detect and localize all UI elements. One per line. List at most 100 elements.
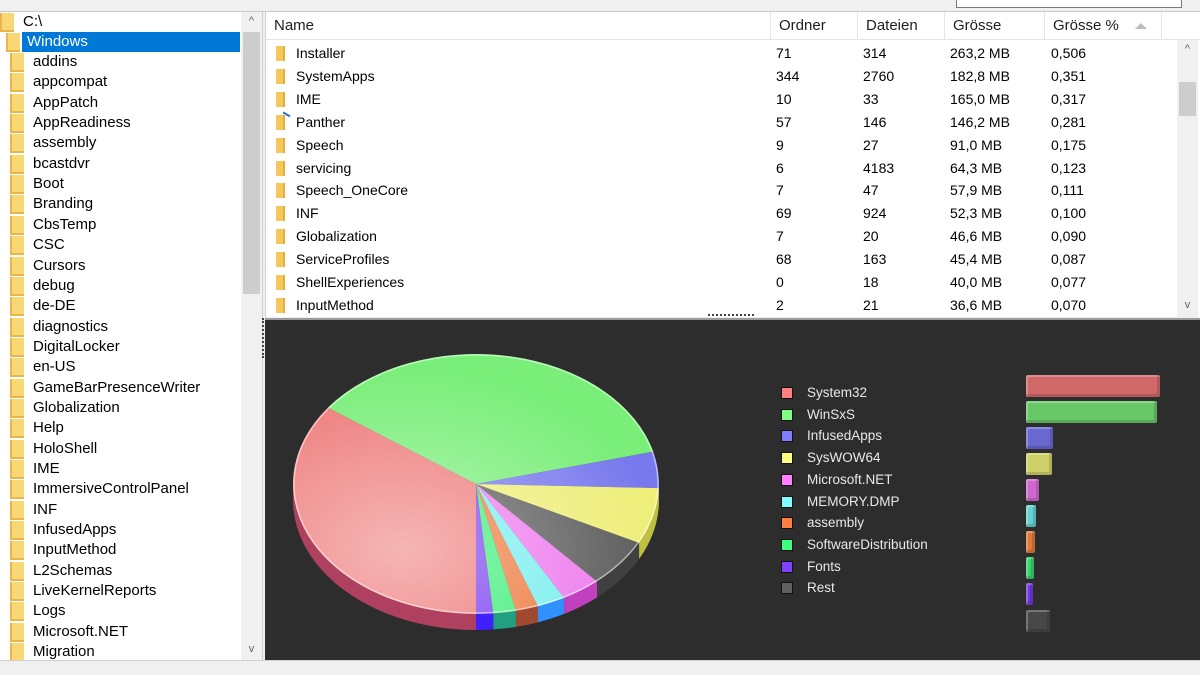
tree-item-label: Cursors: [33, 256, 86, 274]
tree-item-windows[interactable]: Windows: [0, 32, 240, 52]
folder-icon: [276, 229, 285, 245]
cell-dateien: 314: [863, 45, 887, 61]
column-groesse[interactable]: Grösse: [945, 12, 1045, 40]
scroll-thumb[interactable]: [243, 32, 260, 294]
folder-icon: [10, 53, 24, 72]
tree-item[interactable]: Cursors: [0, 256, 240, 276]
cell-groesse-pct: 0,111: [1051, 182, 1084, 199]
bar-rest: [1026, 610, 1050, 632]
tree-item[interactable]: InputMethod: [0, 540, 240, 561]
tree-item[interactable]: addins: [0, 52, 240, 72]
legend-label: System32: [807, 385, 868, 400]
tree-item[interactable]: appcompat: [0, 72, 240, 93]
folder-icon: [10, 480, 24, 500]
tree-item[interactable]: debug: [0, 276, 240, 296]
folder-icon: [10, 398, 24, 418]
tree-root[interactable]: C:\: [0, 12, 240, 32]
tree-item-label: bcastdvr: [33, 154, 90, 172]
folder-icon: [276, 91, 285, 107]
tree-item[interactable]: diagnostics: [0, 317, 240, 337]
cell-groesse-pct: 0,100: [1051, 205, 1087, 222]
tree-item[interactable]: Microsoft.NET: [0, 622, 240, 642]
tree-item[interactable]: Logs: [0, 601, 240, 622]
tree-scrollbar[interactable]: ^ v: [241, 12, 262, 660]
column-groesse-pct[interactable]: Grösse %: [1045, 12, 1162, 40]
folder-icon: [10, 582, 24, 602]
cell-groesse-pct: 0,351: [1051, 67, 1087, 84]
scroll-down-icon[interactable]: v: [248, 643, 255, 655]
tree-item[interactable]: INF: [0, 500, 240, 520]
tree-item[interactable]: HoloShell: [0, 439, 240, 459]
scroll-down-icon[interactable]: v: [1184, 299, 1191, 311]
tree-item[interactable]: IME: [0, 459, 240, 479]
tree-item-label: Migration: [33, 643, 95, 660]
tree-item[interactable]: AppPatch: [0, 93, 240, 113]
tree-item[interactable]: bcastdvr: [0, 154, 240, 174]
tree-item-label: de-DE: [33, 297, 76, 315]
cell-name: Installer: [296, 45, 346, 61]
pie-chart: [292, 354, 659, 630]
scroll-up-icon[interactable]: ^: [248, 15, 255, 27]
pie-side: [293, 484, 476, 630]
table-row[interactable]: Panther 57 146 146,2 MB 0,281: [266, 111, 1176, 134]
cell-name: IME: [296, 90, 321, 107]
scroll-up-icon[interactable]: ^: [1184, 43, 1191, 55]
folder-icon: [276, 297, 285, 313]
table-row[interactable]: Speech 9 27 91,0 MB 0,175: [266, 134, 1176, 157]
column-dateien[interactable]: Dateien: [858, 12, 945, 40]
tree-item[interactable]: Help: [0, 418, 240, 439]
folder-icon: [10, 73, 24, 93]
tree-item[interactable]: Migration: [0, 642, 240, 660]
tree-item[interactable]: en-US: [0, 357, 240, 378]
table-row[interactable]: IME 10 33 165,0 MB 0,317: [266, 88, 1176, 111]
tree-item-label: InfusedApps: [33, 521, 117, 539]
column-ordner[interactable]: Ordner: [771, 12, 858, 40]
cell-ordner: 9: [776, 136, 784, 153]
legend-label: WinSxS: [807, 406, 856, 422]
tree-item[interactable]: CSC: [0, 235, 240, 256]
tree-item[interactable]: AppReadiness: [0, 113, 240, 134]
tree-item[interactable]: GameBarPresenceWriter: [0, 378, 240, 398]
column-name[interactable]: Name: [266, 12, 771, 40]
table-row[interactable]: InputMethod 2 21 36,6 MB 0,070: [266, 294, 1176, 317]
cell-groesse: 91,0 MB: [950, 136, 1003, 153]
cell-groesse-pct: 0,087: [1051, 251, 1087, 268]
cell-dateien: 146: [863, 113, 887, 130]
folder-icon: [10, 541, 24, 561]
tree-item[interactable]: ImmersiveControlPanel: [0, 479, 240, 500]
table-row[interactable]: Globalization 7 20 46,6 MB 0,090: [266, 225, 1176, 248]
table-row[interactable]: INF 69 924 52,3 MB 0,100: [266, 202, 1176, 225]
table-row[interactable]: servicing 6 4183 64,3 MB 0,123: [266, 157, 1176, 180]
tree-item[interactable]: Branding: [0, 194, 240, 215]
tree-item[interactable]: assembly: [0, 133, 240, 154]
horizontal-splitter[interactable]: [708, 314, 754, 317]
tree-item[interactable]: DigitalLocker: [0, 337, 240, 357]
folder-icon: [10, 276, 24, 296]
legend-label: Microsoft.NET: [807, 471, 893, 487]
table-row[interactable]: ShellExperiences 0 18 40,0 MB 0,077: [266, 271, 1176, 294]
list-scrollbar[interactable]: ^ v: [1177, 40, 1198, 317]
folder-icon: [10, 561, 24, 581]
search-field[interactable]: [956, 0, 1182, 8]
folder-icon: [276, 183, 285, 199]
cell-ordner: 69: [776, 205, 792, 222]
cell-groesse-pct: 0,077: [1051, 274, 1087, 290]
tree-item[interactable]: InfusedApps: [0, 520, 240, 541]
vertical-splitter[interactable]: [262, 318, 265, 358]
tree-item[interactable]: CbsTemp: [0, 215, 240, 235]
tree-item[interactable]: Boot: [0, 174, 240, 195]
table-row[interactable]: Installer 71 314 263,2 MB 0,506: [266, 42, 1176, 65]
cell-groesse: 263,2 MB: [950, 45, 1010, 61]
table-row[interactable]: Speech_OneCore 7 47 57,9 MB 0,111: [266, 179, 1176, 202]
bar-softwaredistribution: [1026, 557, 1034, 579]
tree-item[interactable]: LiveKernelReports: [0, 581, 240, 602]
tree-item[interactable]: L2Schemas: [0, 561, 240, 581]
scroll-thumb[interactable]: [1179, 82, 1196, 116]
legend-swatch: [781, 538, 793, 551]
table-row[interactable]: SystemApps 344 2760 182,8 MB 0,351: [266, 65, 1176, 88]
table-row[interactable]: ServiceProfiles 68 163 45,4 MB 0,087: [266, 248, 1176, 271]
tree-item[interactable]: de-DE: [0, 296, 240, 317]
tree-item[interactable]: Globalization: [0, 398, 240, 418]
legend-label: assembly: [807, 515, 865, 531]
cell-groesse-pct: 0,317: [1051, 90, 1087, 107]
